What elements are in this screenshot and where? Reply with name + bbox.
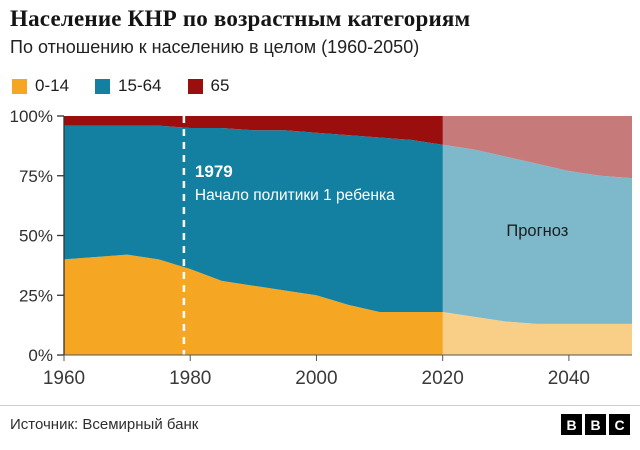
svg-text:2020: 2020 — [422, 368, 464, 389]
bbc-logo-letter: C — [609, 414, 630, 435]
svg-text:1960: 1960 — [43, 368, 85, 389]
legend-label: 0-14 — [35, 76, 70, 95]
footer-divider — [0, 405, 640, 406]
bbc-logo-letter: B — [585, 414, 606, 435]
chart-subtitle: По отношению к населению в целом (1960-2… — [10, 37, 420, 57]
legend-swatch — [187, 78, 203, 94]
svg-text:75%: 75% — [19, 167, 53, 186]
svg-text:100%: 100% — [10, 107, 53, 126]
legend-label: 65 — [210, 76, 230, 95]
stacked-area-chart: 0% 25% 50% 75% 100% 1960 1980 2000 2020 2040 1979… — [0, 100, 640, 400]
source-text: Источник: Всемирный банк — [10, 416, 199, 433]
legend-item-65: 65 — [187, 76, 230, 96]
svg-text:25%: 25% — [19, 286, 53, 305]
legend-swatch — [12, 78, 27, 94]
legend: 0-14 15-64 65 — [12, 76, 628, 96]
svg-text:2000: 2000 — [295, 368, 337, 389]
svg-text:1980: 1980 — [169, 368, 211, 389]
legend-item-15-64: 15-64 — [95, 76, 162, 96]
bbc-logo-letter: B — [561, 414, 582, 435]
page-title: Население КНР по возрастным категориям — [10, 6, 471, 31]
legend-item-0-14: 0-14 — [12, 76, 69, 96]
legend-label: 15-64 — [118, 76, 162, 95]
legend-swatch — [95, 78, 111, 94]
svg-text:50%: 50% — [19, 227, 53, 246]
svg-text:0%: 0% — [28, 346, 53, 365]
chart-svg: 0% 25% 50% 75% 100% 1960 1980 2000 2020 2040 — [10, 107, 632, 389]
svg-text:2040: 2040 — [548, 368, 590, 389]
